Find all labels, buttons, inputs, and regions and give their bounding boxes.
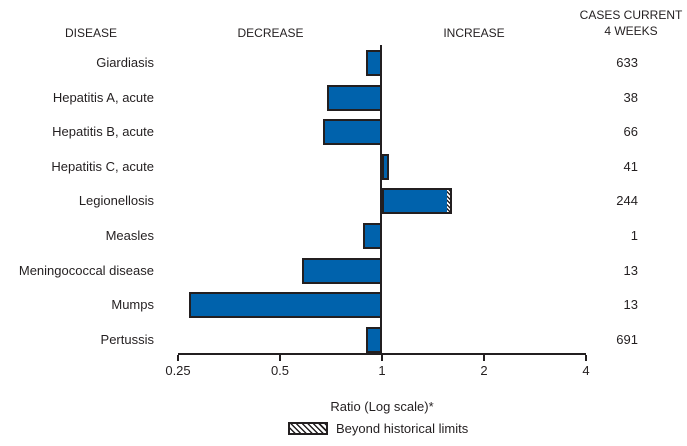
cases-value: 633 [616, 55, 638, 70]
ratio-bar [363, 223, 382, 249]
disease-label: Giardiasis [96, 55, 154, 70]
axis-tick-label: 0.25 [165, 363, 191, 378]
hatched-swatch-icon [288, 422, 328, 435]
ratio-bar-beyond-limit [447, 190, 451, 213]
axis-tick-label: 2 [480, 363, 488, 378]
baseline-ratio-1-line [380, 45, 382, 353]
ratio-bar [327, 84, 382, 111]
cases-value: 244 [616, 193, 638, 209]
column-header-cases-line1: CASES CURRENT [579, 8, 683, 22]
axis-tick [483, 355, 485, 361]
ratio-bar [189, 292, 382, 319]
disease-label: Meningococcal disease [18, 262, 154, 278]
ratio-bar [301, 257, 382, 284]
legend-label: Beyond historical limits [336, 421, 469, 436]
axis-tick-label: 1 [378, 363, 386, 378]
x-axis-line [178, 353, 586, 355]
column-header-increase: INCREASE [443, 26, 505, 40]
column-header-cases-line2: 4 WEEKS [604, 24, 658, 38]
ratio-bar [382, 188, 453, 215]
ratio-bar [366, 50, 382, 76]
disease-label: Hepatitis A, acute [52, 89, 154, 105]
disease-label: Hepatitis B, acute [52, 124, 154, 140]
ratio-bar [323, 119, 382, 146]
column-header-disease: DISEASE [64, 26, 118, 40]
ratio-bar [366, 326, 382, 353]
column-header-cases: CASES CURRENT 4 WEEKS [572, 7, 687, 39]
column-header-decrease: DECREASE [237, 26, 304, 40]
x-axis-label: Ratio (Log scale)* [330, 399, 434, 414]
cases-value: 13 [623, 297, 638, 313]
axis-tick [381, 355, 383, 361]
cases-value: 1 [630, 228, 638, 243]
cases-value: 66 [623, 124, 638, 140]
legend: Beyond historical limits [288, 422, 468, 435]
axis-tick [585, 355, 587, 361]
disease-label: Hepatitis C, acute [51, 158, 154, 174]
ratio-bar [382, 153, 390, 180]
axis-tick-label: 4 [582, 363, 590, 378]
disease-label: Mumps [111, 297, 154, 313]
axis-tick [279, 355, 281, 361]
cases-value: 691 [616, 331, 638, 347]
axis-tick-label: 0.5 [270, 363, 290, 378]
disease-label: Pertussis [100, 331, 154, 347]
cases-value: 41 [623, 158, 638, 174]
disease-label: Measles [105, 228, 154, 243]
ratio-bar-solid [384, 190, 448, 213]
disease-label: Legionellosis [78, 193, 154, 209]
cases-value: 38 [623, 89, 638, 105]
axis-tick [177, 355, 179, 361]
cases-value: 13 [623, 262, 638, 278]
